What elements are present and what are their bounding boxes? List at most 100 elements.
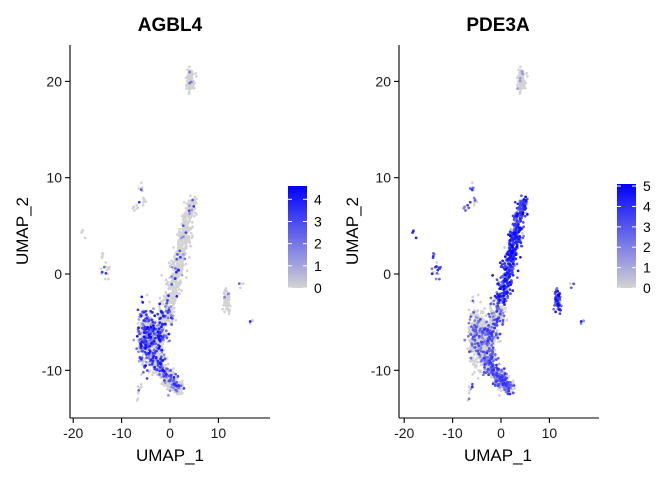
cell-point	[496, 356, 500, 360]
cell-point	[507, 389, 511, 393]
cell-point	[137, 187, 141, 190]
cell-point	[503, 307, 506, 310]
cell-point	[505, 318, 509, 322]
cell-point	[174, 372, 178, 376]
cell-point	[170, 323, 173, 326]
cell-point	[160, 341, 164, 345]
cell-point	[498, 312, 502, 316]
cell-point	[169, 305, 173, 308]
cell-point	[223, 288, 227, 292]
cell-point	[521, 72, 524, 76]
cell-point	[183, 227, 187, 231]
cell-point	[138, 387, 142, 390]
cell-point	[102, 265, 106, 269]
cell-point	[491, 337, 495, 340]
cell-point	[165, 329, 168, 333]
cell-point	[486, 332, 489, 336]
cell-point	[477, 320, 481, 323]
cell-point	[184, 235, 187, 238]
cell-point	[522, 198, 526, 201]
cell-point	[163, 383, 167, 386]
cell-point	[515, 220, 519, 223]
cell-point	[179, 236, 183, 240]
cell-point	[152, 324, 155, 327]
cell-point	[483, 333, 487, 337]
cell-point	[472, 203, 476, 207]
cell-point	[467, 206, 471, 210]
cell-point	[184, 262, 188, 266]
cell-point	[469, 356, 473, 360]
cell-point	[501, 378, 504, 382]
cell-point	[180, 391, 183, 395]
cell-point	[467, 385, 471, 388]
cell-point	[141, 349, 144, 353]
cell-point	[183, 247, 186, 251]
cell-point	[181, 235, 185, 239]
cell-point	[147, 355, 151, 359]
cell-point	[182, 220, 186, 224]
cell-point	[167, 308, 171, 312]
cell-point	[161, 359, 165, 362]
cell-point	[154, 356, 158, 360]
cell-point	[152, 348, 156, 352]
cell-point	[483, 324, 486, 327]
cell-point	[414, 236, 418, 240]
cell-point	[184, 217, 187, 221]
cell-point	[491, 382, 495, 386]
cell-point	[482, 356, 486, 360]
cell-point	[165, 356, 169, 360]
cell-point	[490, 334, 494, 338]
cell-point	[174, 266, 177, 270]
cell-point	[187, 235, 191, 238]
cell-point	[519, 86, 523, 90]
x-tick-label: 10	[542, 425, 558, 441]
cell-point	[185, 202, 189, 206]
cell-point	[166, 280, 170, 284]
cell-point	[506, 294, 510, 298]
cell-point	[554, 310, 557, 314]
cell-point	[151, 329, 155, 333]
cell-point	[509, 228, 513, 231]
cell-point	[189, 194, 192, 198]
cell-point	[170, 320, 174, 324]
cell-point	[466, 334, 470, 338]
cell-point	[558, 312, 562, 316]
cell-point	[467, 308, 471, 312]
cell-point	[490, 339, 494, 343]
cell-point	[179, 245, 183, 249]
y-tick-label: 20	[375, 73, 391, 89]
cell-point	[181, 224, 185, 228]
cell-point	[225, 307, 229, 311]
cell-point	[187, 90, 191, 94]
cell-point	[503, 246, 506, 249]
cell-point	[496, 336, 500, 340]
cell-point	[569, 286, 573, 290]
cell-point	[177, 268, 181, 272]
cell-point	[178, 266, 182, 269]
cell-point	[179, 384, 183, 388]
cell-point	[188, 86, 192, 90]
cell-point	[164, 282, 168, 286]
cell-point	[173, 273, 177, 276]
cell-point	[511, 257, 515, 261]
cell-point	[511, 262, 515, 266]
cell-point	[177, 242, 181, 245]
cell-point	[526, 213, 529, 216]
cell-point	[172, 386, 175, 390]
cell-point	[187, 206, 191, 210]
cell-point	[489, 296, 493, 300]
cell-point	[193, 211, 197, 215]
cell-point	[189, 80, 193, 84]
cell-point	[496, 384, 500, 388]
cell-point	[497, 387, 500, 391]
cell-point	[181, 259, 185, 263]
cell-point	[176, 253, 179, 256]
cell-point	[508, 239, 512, 242]
cell-point	[99, 267, 103, 271]
cell-point	[485, 329, 489, 333]
cell-point	[508, 280, 511, 284]
cell-point	[491, 359, 495, 363]
cell-point	[519, 244, 523, 248]
cell-point	[517, 81, 521, 85]
cell-point	[494, 380, 498, 384]
